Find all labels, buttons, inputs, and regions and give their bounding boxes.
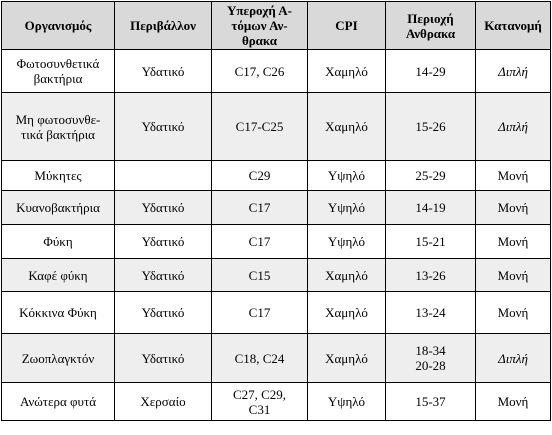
- table-row: Καφέ φύκη Υδατικό C15 Χαμηλό 13-26 Μονή: [1, 258, 551, 292]
- header-carbon-predominance: Υπεροχή Α- τόμων Αν- θρακα: [211, 1, 308, 50]
- cell-distribution: Μονή: [475, 160, 551, 191]
- cell-distribution: Μονή: [475, 224, 551, 259]
- cell-organism: Ζωοπλαγκτόν: [1, 333, 115, 383]
- cell-range: 15-21: [385, 224, 476, 259]
- cell-predominance: C17-C25: [211, 92, 308, 161]
- cell-cpi: Υψηλό: [307, 160, 386, 191]
- header-distribution: Κατανομή: [475, 1, 551, 50]
- cell-cpi: Χαμηλό: [307, 291, 386, 334]
- cell-predominance: C17: [211, 190, 308, 225]
- cell-organism: Κόκκινα Φύκη: [1, 291, 115, 334]
- cell-cpi: Χαμηλό: [307, 258, 386, 292]
- cell-range: 13-24: [385, 291, 476, 334]
- cell-environment: Υδατικό: [114, 224, 212, 259]
- cell-predominance: C15: [211, 258, 308, 292]
- header-environment: Περιβάλλον: [114, 1, 212, 50]
- cell-organism: Καφέ φύκη: [1, 258, 115, 292]
- data-table: Οργανισμός Περιβάλλον Υπεροχή Α- τόμων Α…: [1, 1, 551, 421]
- cell-predominance: C18, C24: [211, 333, 308, 383]
- cell-range: 18-34 20-28: [385, 333, 476, 383]
- cell-distribution: Μονή: [475, 382, 551, 421]
- table-row: Μύκητες C29 Υψηλό 25-29 Μονή: [1, 160, 551, 191]
- cell-environment: Υδατικό: [114, 258, 212, 292]
- cell-environment: Υδατικό: [114, 49, 212, 93]
- cell-distribution: Μονή: [475, 291, 551, 334]
- cell-range: 14-19: [385, 190, 476, 225]
- cell-organism: Μη φωτοσυνθε- τικά βακτήρια: [1, 92, 115, 161]
- table-row: Κυανοβακτήρια Υδατικό C17 Υψηλό 14-19 Μο…: [1, 190, 551, 225]
- cell-environment: [114, 160, 212, 191]
- cell-organism: Φωτοσυνθετικά βακτήρια: [1, 49, 115, 93]
- cell-range: 15-37: [385, 382, 476, 421]
- cell-range: 15-26: [385, 92, 476, 161]
- cell-distribution: Διπλή: [475, 333, 551, 383]
- cell-environment: Υδατικό: [114, 333, 212, 383]
- cell-environment: Υδατικό: [114, 190, 212, 225]
- cell-distribution: Διπλή: [475, 49, 551, 93]
- table-row: Φωτοσυνθετικά βακτήρια Υδατικό C17, C26 …: [1, 49, 551, 93]
- cell-distribution: Μονή: [475, 258, 551, 292]
- cell-cpi: Υψηλό: [307, 382, 386, 421]
- cell-cpi: Χαμηλό: [307, 333, 386, 383]
- cell-predominance: C29: [211, 160, 308, 191]
- header-row: Οργανισμός Περιβάλλον Υπεροχή Α- τόμων Α…: [1, 1, 551, 50]
- cell-organism: Μύκητες: [1, 160, 115, 191]
- table-header: Οργανισμός Περιβάλλον Υπεροχή Α- τόμων Α…: [1, 1, 551, 50]
- table-row: Κόκκινα Φύκη Υδατικό C17 Χαμηλό 13-24 Μο…: [1, 291, 551, 334]
- cell-cpi: Υψηλό: [307, 224, 386, 259]
- cell-range: 14-29: [385, 49, 476, 93]
- cell-predominance: C17: [211, 224, 308, 259]
- cell-predominance: C17, C26: [211, 49, 308, 93]
- cell-predominance: C27, C29, C31: [211, 382, 308, 421]
- header-carbon-range: Περιοχή Ανθρακα: [385, 1, 476, 50]
- cell-distribution: Διπλή: [475, 92, 551, 161]
- cell-organism: Ανώτερα φυτά: [1, 382, 115, 421]
- cell-environment: Υδατικό: [114, 291, 212, 334]
- cell-environment: Υδατικό: [114, 92, 212, 161]
- table-row: Ζωοπλαγκτόν Υδατικό C18, C24 Χαμηλό 18-3…: [1, 333, 551, 383]
- table-row: Μη φωτοσυνθε- τικά βακτήρια Υδατικό C17-…: [1, 92, 551, 161]
- cell-predominance: C17: [211, 291, 308, 334]
- cell-organism: Κυανοβακτήρια: [1, 190, 115, 225]
- table-row: Ανώτερα φυτά Χερσαίο C27, C29, C31 Υψηλό…: [1, 382, 551, 421]
- cell-cpi: Υψηλό: [307, 190, 386, 225]
- cell-environment: Χερσαίο: [114, 382, 212, 421]
- cell-range: 13-26: [385, 258, 476, 292]
- cell-distribution: Μονή: [475, 190, 551, 225]
- cell-cpi: Χαμηλό: [307, 92, 386, 161]
- cell-range: 25-29: [385, 160, 476, 191]
- cell-organism: Φύκη: [1, 224, 115, 259]
- table-row: Φύκη Υδατικό C17 Υψηλό 15-21 Μονή: [1, 224, 551, 259]
- table-body: Φωτοσυνθετικά βακτήρια Υδατικό C17, C26 …: [1, 49, 551, 421]
- header-cpi: CPI: [307, 1, 386, 50]
- header-organism: Οργανισμός: [1, 1, 115, 50]
- cell-cpi: Χαμηλό: [307, 49, 386, 93]
